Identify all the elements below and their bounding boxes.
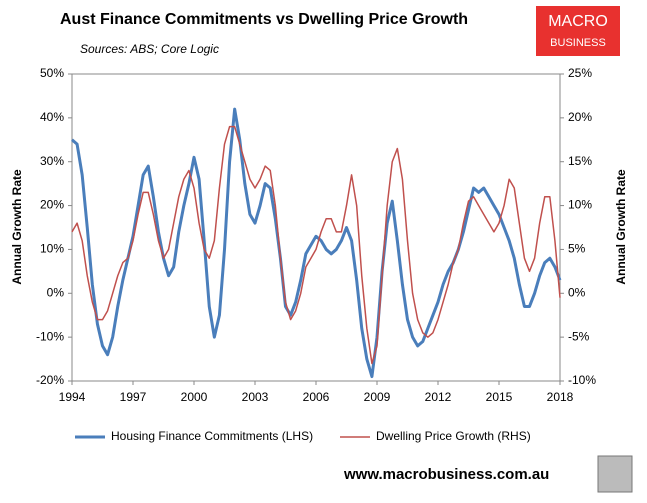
y2-tick-label: 0% xyxy=(568,285,586,299)
y2-tick-label: -10% xyxy=(568,373,596,387)
y2-axis-label: Annual Growth Rate xyxy=(614,169,628,285)
logo-text: BUSINESS xyxy=(550,37,606,49)
series-line xyxy=(71,107,562,379)
y2-tick-label: 25% xyxy=(568,66,592,80)
x-tick-label: 1997 xyxy=(120,390,147,404)
y2-tick-label: -5% xyxy=(568,329,590,343)
chart-subtitle: Sources: ABS; Core Logic xyxy=(80,42,219,56)
logo-text: MACRO xyxy=(548,13,608,30)
logo-box xyxy=(536,6,620,56)
x-tick-label: 2015 xyxy=(486,390,513,404)
y-tick-label: 20% xyxy=(40,198,64,212)
x-tick-label: 1994 xyxy=(59,390,86,404)
legend-label: Housing Finance Commitments (LHS) xyxy=(111,429,313,443)
y-tick-label: 30% xyxy=(40,154,64,168)
y2-tick-label: 20% xyxy=(568,110,592,124)
y-tick-label: -10% xyxy=(36,329,64,343)
x-tick-label: 2012 xyxy=(425,390,452,404)
wolf-icon xyxy=(597,455,633,493)
y2-tick-label: 10% xyxy=(568,198,592,212)
y-tick-label: 40% xyxy=(40,110,64,124)
footer: www.macrobusiness.com.au xyxy=(343,466,549,483)
y-tick-label: 10% xyxy=(40,242,64,256)
x-tick-label: 2018 xyxy=(547,390,574,404)
y-tick-label: -20% xyxy=(36,373,64,387)
y-axis-label: Annual Growth Rate xyxy=(10,169,24,285)
x-tick-label: 2000 xyxy=(181,390,208,404)
x-tick-label: 2009 xyxy=(364,390,391,404)
x-tick-label: 2006 xyxy=(303,390,330,404)
legend-label: Dwelling Price Growth (RHS) xyxy=(376,429,531,443)
y-tick-label: 50% xyxy=(40,66,64,80)
y2-tick-label: 5% xyxy=(568,242,586,256)
y-tick-label: 0% xyxy=(47,285,65,299)
series-line xyxy=(71,125,561,365)
chart-title: Aust Finance Commitments vs Dwelling Pri… xyxy=(60,11,468,28)
plot-frame xyxy=(71,73,561,382)
x-tick-label: 2003 xyxy=(242,390,269,404)
y2-tick-label: 15% xyxy=(568,154,592,168)
